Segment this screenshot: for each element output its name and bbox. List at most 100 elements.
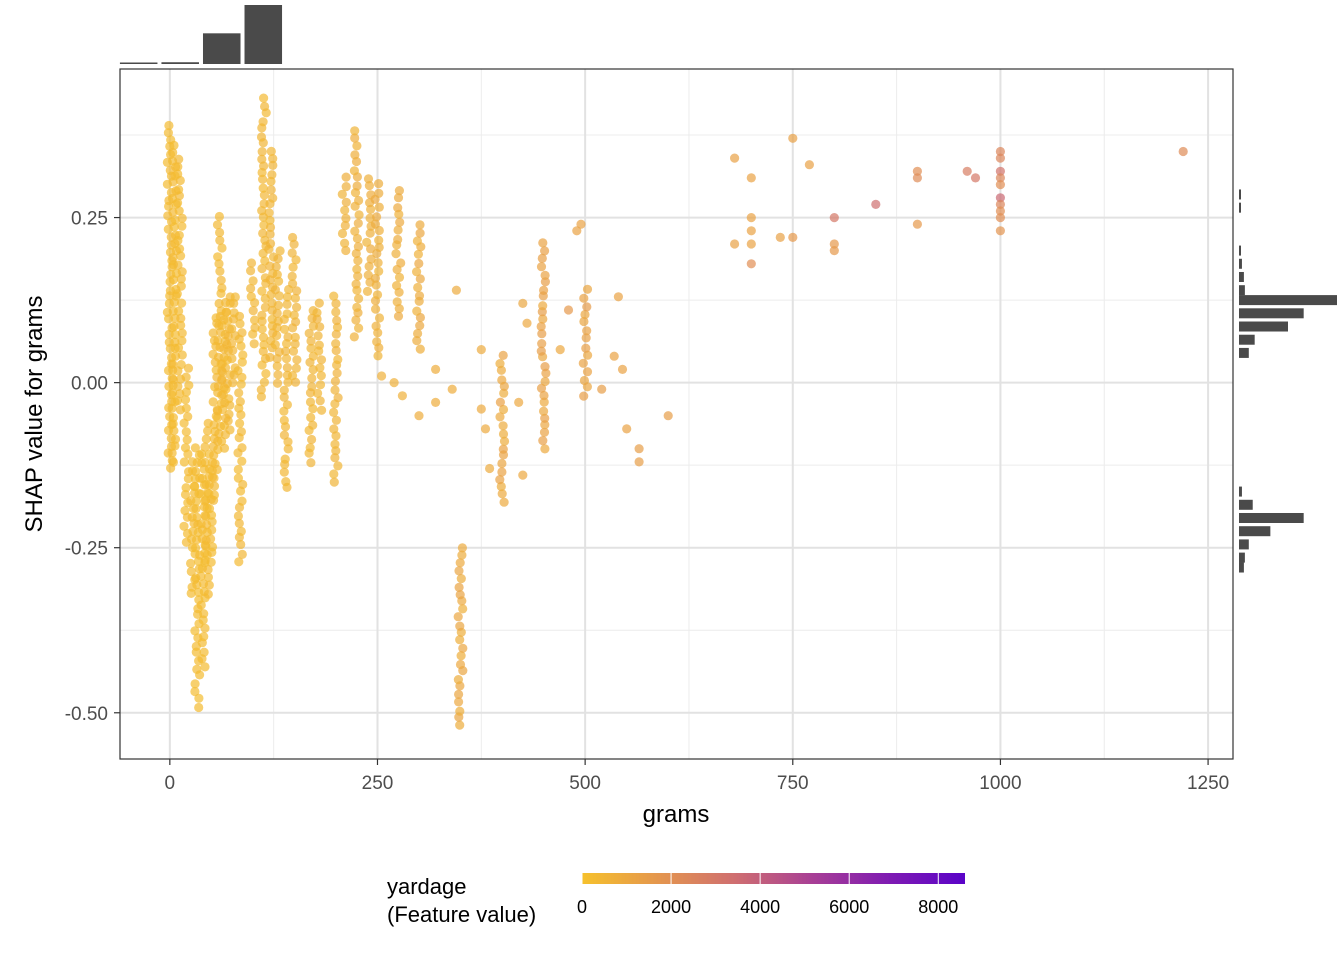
data-point [374,266,384,276]
data-point [485,463,495,474]
data-point [177,213,187,223]
legend-ticks: 0 2000 4000 6000 8000 [577,873,958,917]
data-point [395,217,405,227]
data-point [350,133,360,143]
data-point [266,146,276,156]
x-histogram-bar [119,62,158,64]
data-point [305,443,315,453]
data-point [341,172,351,182]
data-point [261,369,271,379]
data-point [173,381,183,391]
data-point [283,377,293,387]
data-point [995,153,1006,163]
data-point [579,293,589,303]
data-point [173,343,184,353]
data-point [271,262,281,272]
data-point [233,464,243,475]
data-point [350,226,360,236]
data-point [730,153,740,163]
data-point [259,377,269,387]
data-point [912,219,923,229]
data-point [332,368,342,378]
data-point [258,117,268,127]
data-point [332,322,343,332]
data-point [576,219,586,229]
data-point [413,328,423,339]
data-point [170,441,180,451]
data-point [283,332,293,342]
data-point [453,675,463,685]
data-point [394,272,405,282]
data-point [316,371,326,381]
data-point [213,252,223,262]
data-point [275,246,285,256]
data-point [191,496,201,506]
data-point [304,328,314,338]
data-point [234,518,244,529]
data-point [200,662,210,672]
x-tick-label: 750 [777,773,809,794]
data-point [265,229,275,239]
data-point [333,354,343,365]
data-point [453,612,463,622]
x-tick-label: 0 [165,773,176,794]
data-point [351,315,361,325]
data-point [447,384,457,394]
data-point [539,285,549,295]
data-point [995,193,1006,203]
data-point [499,436,510,446]
data-point [912,173,923,183]
data-point [354,323,364,333]
data-point [291,363,301,373]
data-point [306,343,316,353]
y-histogram-bar [1239,539,1249,550]
data-point [306,336,316,346]
y-marginal-histogram [1239,189,1337,573]
data-point [329,291,339,301]
data-point [458,643,468,653]
data-point [282,292,292,302]
data-point [191,466,201,477]
data-point [581,343,591,353]
data-point [495,412,505,422]
data-point [282,299,292,309]
data-point [352,141,362,151]
data-point [352,181,362,191]
data-point [236,341,246,351]
data-point [370,219,380,229]
data-point [225,425,235,435]
data-point [207,542,218,552]
data-point [555,345,565,355]
data-point [236,427,246,437]
data-point [258,174,268,184]
data-point [234,388,244,398]
data-point [210,459,220,469]
data-points [162,93,1188,730]
data-point [412,267,422,277]
data-point [995,213,1006,223]
data-point [164,120,174,131]
data-point [414,411,424,421]
y-histogram-bar [1239,486,1242,497]
data-point [234,557,244,567]
data-point [498,404,509,415]
data-point [191,504,201,514]
data-point [250,323,260,333]
data-point [331,329,341,339]
data-point [233,473,243,483]
data-point [233,366,243,376]
y-histogram-bar [1239,526,1271,537]
data-point [538,314,548,324]
data-point [538,238,548,248]
data-point [290,293,300,303]
data-point [374,242,384,252]
data-point [414,291,425,301]
data-point [634,457,644,467]
data-point [215,266,225,276]
data-point [173,198,183,208]
data-point [272,361,282,371]
data-point [353,271,363,281]
data-point [415,220,425,230]
data-point [190,679,200,689]
data-point [536,262,547,272]
